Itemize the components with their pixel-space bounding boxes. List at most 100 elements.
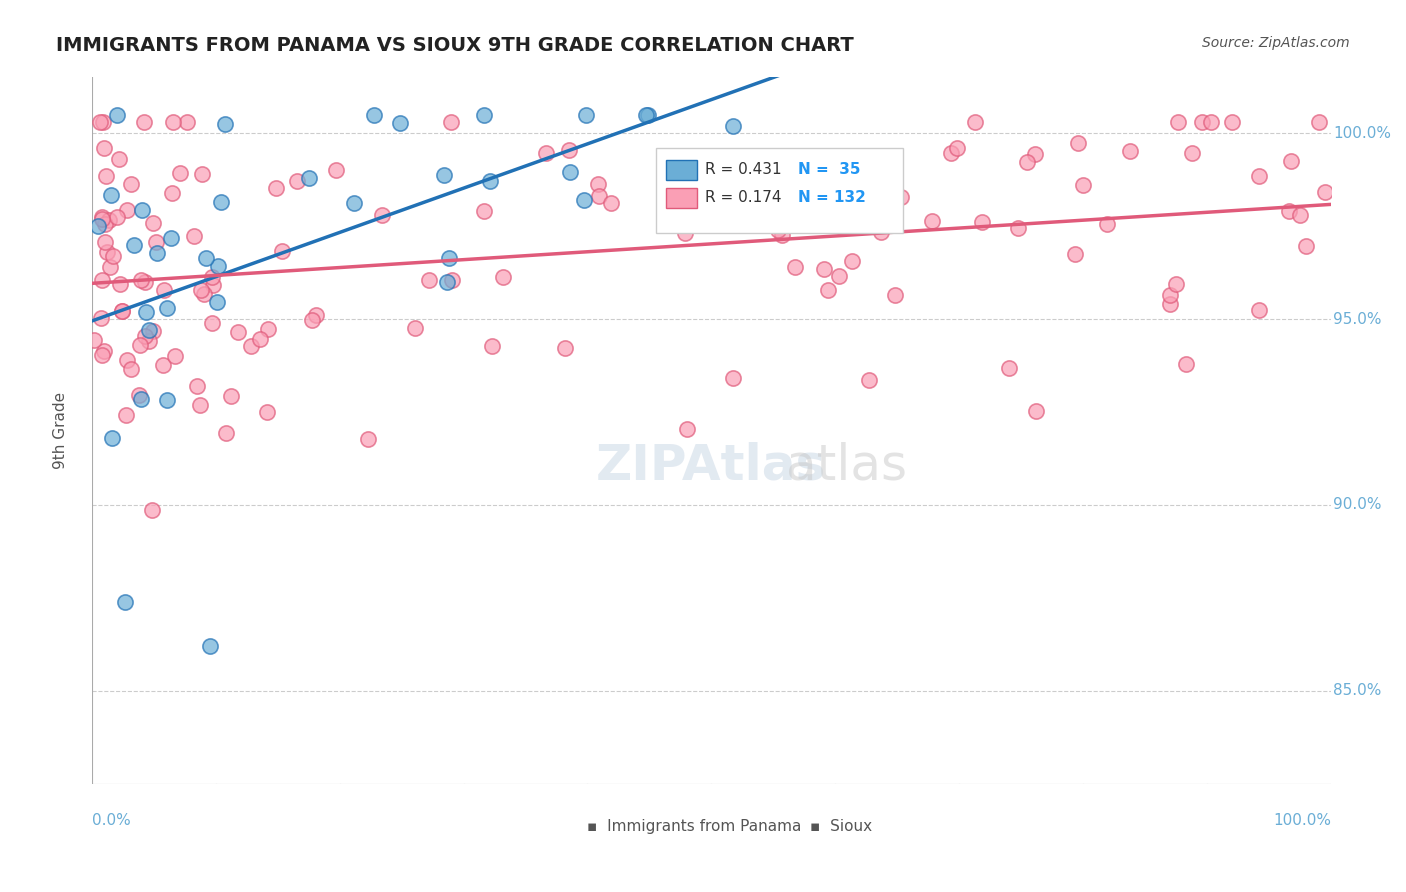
Immigrants from Panama <box>114 594 136 608</box>
Immigrants from Panama <box>100 188 122 202</box>
Sioux <box>870 225 893 239</box>
Sioux <box>91 211 114 225</box>
Bar <box>665 160 696 180</box>
Sioux <box>93 140 115 154</box>
Sioux <box>921 213 943 227</box>
Sioux <box>946 141 969 155</box>
Immigrants from Panama <box>298 170 321 185</box>
Sioux <box>1279 153 1302 168</box>
Sioux <box>939 146 962 161</box>
Text: 95.0%: 95.0% <box>1333 311 1382 326</box>
Sioux <box>998 361 1021 376</box>
Sioux <box>554 341 576 355</box>
Sioux <box>169 166 191 180</box>
Sioux <box>226 326 249 340</box>
Sioux <box>183 228 205 243</box>
Sioux <box>90 212 112 227</box>
Sioux <box>110 304 132 318</box>
Sioux <box>1064 246 1087 260</box>
Immigrants from Panama <box>107 107 129 121</box>
Sioux <box>221 389 243 403</box>
Sioux <box>785 260 807 274</box>
Sioux <box>472 204 495 219</box>
Sioux <box>418 272 440 286</box>
Immigrants from Panama <box>195 251 218 265</box>
Sioux <box>970 214 993 228</box>
Sioux <box>201 270 224 285</box>
Sioux <box>1289 208 1312 222</box>
Text: R = 0.174: R = 0.174 <box>706 190 782 205</box>
Sioux <box>1066 136 1088 150</box>
Sioux <box>305 308 328 322</box>
Sioux <box>1181 145 1204 160</box>
Sioux <box>83 333 105 347</box>
Sioux <box>101 249 124 263</box>
Immigrants from Panama <box>436 276 458 290</box>
Sioux <box>115 408 138 422</box>
Sioux <box>828 268 851 283</box>
Immigrants from Panama <box>160 230 183 244</box>
Sioux <box>673 226 696 240</box>
Sioux <box>440 115 463 129</box>
Immigrants from Panama <box>129 392 152 407</box>
Sioux <box>813 262 835 277</box>
Immigrants from Panama <box>205 295 228 310</box>
Sioux <box>215 426 238 441</box>
Sioux <box>134 115 156 129</box>
Sioux <box>481 339 503 353</box>
Sioux <box>817 283 839 297</box>
Sioux <box>152 358 174 372</box>
Immigrants from Panama <box>439 251 461 265</box>
Immigrants from Panama <box>389 116 412 130</box>
Sioux <box>141 503 163 517</box>
Immigrants from Panama <box>721 119 744 133</box>
Sioux <box>145 235 167 249</box>
Sioux <box>176 115 198 129</box>
Sioux <box>713 157 735 171</box>
Sioux <box>90 348 112 362</box>
Sioux <box>681 196 703 211</box>
Sioux <box>588 189 610 203</box>
Sioux <box>134 275 156 289</box>
Text: 90.0%: 90.0% <box>1333 498 1382 512</box>
Sioux <box>186 379 208 393</box>
Sioux <box>134 328 156 343</box>
Sioux <box>1249 169 1271 183</box>
Immigrants from Panama <box>87 219 110 233</box>
Sioux <box>536 146 558 161</box>
Sioux <box>770 227 793 242</box>
Text: IMMIGRANTS FROM PANAMA VS SIOUX 9TH GRADE CORRELATION CHART: IMMIGRANTS FROM PANAMA VS SIOUX 9TH GRAD… <box>56 36 853 54</box>
Sioux <box>90 311 112 326</box>
Sioux <box>266 181 288 195</box>
Sioux <box>152 283 174 297</box>
Sioux <box>731 176 754 190</box>
Sioux <box>128 388 150 402</box>
Sioux <box>721 371 744 385</box>
Sioux <box>1220 115 1243 129</box>
Sioux <box>963 115 986 129</box>
Sioux <box>370 209 392 223</box>
Sioux <box>1119 144 1142 158</box>
Immigrants from Panama <box>146 246 169 260</box>
Sioux <box>747 180 769 194</box>
Immigrants from Panama <box>156 301 179 316</box>
Sioux <box>1277 203 1299 218</box>
Sioux <box>325 163 347 178</box>
Sioux <box>1313 185 1336 199</box>
Immigrants from Panama <box>575 107 598 121</box>
Sioux <box>492 270 515 285</box>
Sioux <box>271 244 294 258</box>
Sioux <box>586 177 609 191</box>
Sioux <box>1308 115 1330 129</box>
Immigrants from Panama <box>343 196 366 211</box>
Sioux <box>558 143 581 157</box>
Text: N =  35: N = 35 <box>799 161 860 177</box>
Sioux <box>115 353 138 368</box>
Sioux <box>1295 239 1317 253</box>
Sioux <box>142 324 165 338</box>
Sioux <box>188 398 211 412</box>
Immigrants from Panama <box>572 193 595 207</box>
Sioux <box>301 312 323 326</box>
Immigrants from Panama <box>479 173 502 187</box>
Text: ZIPAtlas: ZIPAtlas <box>596 442 827 490</box>
